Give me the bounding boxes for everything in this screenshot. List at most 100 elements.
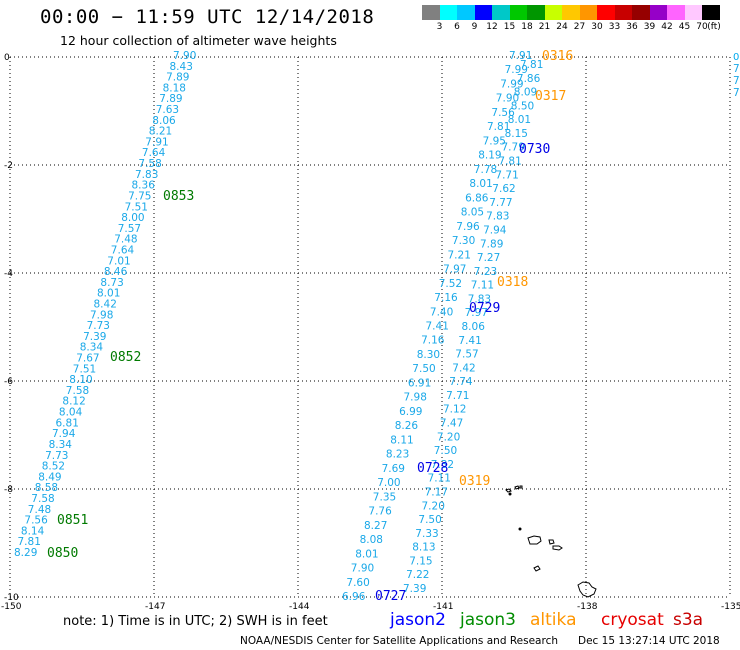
- generated-timestamp: Dec 15 13:27:14 UTC 2018: [578, 635, 720, 647]
- legend-tick-label: 33: [608, 22, 621, 32]
- time-label-jason3: 0853: [163, 189, 194, 204]
- island-dot: [508, 492, 512, 496]
- time-label-jason3: 0852: [110, 350, 141, 365]
- legend-swatch: [702, 5, 720, 20]
- island-outline: [552, 545, 563, 551]
- legend-swatch: [439, 5, 457, 20]
- y-tick-label: -6: [4, 377, 13, 387]
- legend-swatch: [562, 5, 580, 20]
- swh-value: 7.51: [73, 363, 96, 375]
- footer: note: 1) Time is in UTC; 2) SWH is in fe…: [0, 610, 740, 650]
- legend-tick-label: 15: [503, 22, 516, 32]
- legend-tick-label: 42: [661, 22, 673, 32]
- swh-value: 8.15: [505, 128, 528, 140]
- swh-value: 7.50: [418, 514, 441, 526]
- swh-value: 8.19: [478, 150, 501, 162]
- swh-value: 7.83: [135, 169, 158, 181]
- swh-value: 8.12: [62, 396, 85, 408]
- swh-value: 7.11: [428, 473, 451, 485]
- swh-value: 7.48: [28, 504, 51, 516]
- x-tick-label: -135: [721, 602, 740, 612]
- time-label-jason2: 0729: [469, 301, 500, 316]
- swh-value: 7.20: [422, 500, 445, 512]
- footer-note: note: 1) Time is in UTC; 2) SWH is in fe…: [63, 614, 328, 629]
- swh-value: 7.39: [83, 331, 106, 343]
- swh-value: 7.47: [440, 418, 463, 430]
- legend-swatch: [509, 5, 527, 20]
- swh-value: 7.27: [477, 252, 500, 264]
- time-label-altika: 0318: [497, 275, 528, 290]
- time-label-jason2: 0728: [417, 461, 448, 476]
- swh-value: 7.91: [509, 50, 532, 62]
- swh-value: 7.99: [500, 79, 523, 91]
- swh-value: 7.58: [138, 158, 161, 170]
- swh-value: 7.95: [483, 135, 506, 147]
- swh-labels: 7.908.437.898.187.897.638.068.217.917.64…: [14, 49, 740, 604]
- legend-tick-label: 12: [486, 22, 498, 32]
- swh-value: 7.89: [480, 238, 503, 250]
- swh-value: 7.11: [471, 280, 494, 292]
- swh-value: 7.81: [18, 536, 41, 548]
- right-edge-label: 0: [733, 52, 739, 63]
- swh-value: 7.01: [107, 255, 130, 267]
- swh-value: 8.73: [100, 277, 123, 289]
- axis-labels: -150 -147 -144 -141 -138 -135 0 -2 -4 -6 -8 -10 0: [1, 52, 740, 612]
- swh-value: 7.58: [66, 385, 89, 397]
- swh-value: 7: [733, 75, 740, 87]
- island-outline: [577, 581, 597, 598]
- color-scale-ticks: 3 6 9 12 15 18 21 24 27 30 33 36 39 42 45 70 (ft): [422, 22, 740, 34]
- swh-value: 8.06: [462, 321, 486, 333]
- time-label-jason3: 0851: [57, 513, 88, 528]
- swh-value: 8.01: [355, 548, 378, 560]
- legend-tick-label: 21: [538, 22, 551, 32]
- swh-value: 7.75: [128, 191, 151, 203]
- swh-value: 7.98: [90, 309, 113, 321]
- swh-value: 7.90: [351, 563, 374, 575]
- swh-value: 8.27: [364, 520, 387, 532]
- legend-tick-label: 6: [454, 22, 460, 32]
- x-tick-label: -150: [1, 602, 22, 612]
- swh-value: 7.30: [452, 235, 475, 247]
- x-tick-label: -147: [145, 602, 165, 612]
- swh-value: 7.56: [491, 107, 515, 119]
- legend-s3a: s3a: [673, 610, 704, 630]
- island-outline: [505, 488, 512, 493]
- altimeter-map: 7.908.437.898.187.897.638.068.217.917.64…: [1, 49, 740, 612]
- swh-value: 7.69: [382, 463, 405, 475]
- swh-value: 6.99: [399, 406, 422, 418]
- swh-value: 7.42: [452, 362, 475, 374]
- x-tick-label: -138: [577, 602, 598, 612]
- swh-value: 7.78: [474, 164, 497, 176]
- swh-value: 8.01: [508, 114, 531, 126]
- swh-value: 8.29: [14, 547, 37, 559]
- swh-value: 7.52: [439, 278, 462, 290]
- swh-value: 7.58: [31, 493, 54, 505]
- legend-swatch: [684, 5, 702, 20]
- swh-value: 7.57: [455, 349, 478, 361]
- swh-value: 8.50: [511, 100, 534, 112]
- swh-value: 7.16: [421, 335, 445, 347]
- swh-value: 8.36: [132, 180, 156, 192]
- swh-value: 8.23: [386, 449, 409, 461]
- time-label-jason3: 0850: [47, 546, 78, 561]
- swh-value: 7.15: [409, 555, 432, 567]
- swh-value: 7.89: [159, 93, 182, 105]
- swh-value: 7.16: [434, 292, 458, 304]
- map-grid: [9, 56, 731, 598]
- swh-value: 7.94: [483, 225, 507, 237]
- swh-value: 7.62: [492, 183, 515, 195]
- island-dot: [518, 527, 522, 531]
- legend-swatch: [597, 5, 615, 20]
- island-outline: [527, 535, 542, 545]
- swh-value: 8.08: [360, 534, 383, 546]
- swh-value: 7.97: [443, 264, 466, 276]
- swh-value: 8.43: [170, 61, 193, 73]
- legend-swatch: [579, 5, 597, 20]
- legend-tick-label: 39: [643, 22, 656, 32]
- swh-value: 7.91: [145, 136, 168, 148]
- swh-value: 7.99: [505, 64, 528, 76]
- swh-value: 7.74: [449, 376, 473, 388]
- swh-value: 8.09: [514, 87, 537, 99]
- swh-value: 7.48: [114, 234, 137, 246]
- swh-value: 7.57: [118, 223, 141, 235]
